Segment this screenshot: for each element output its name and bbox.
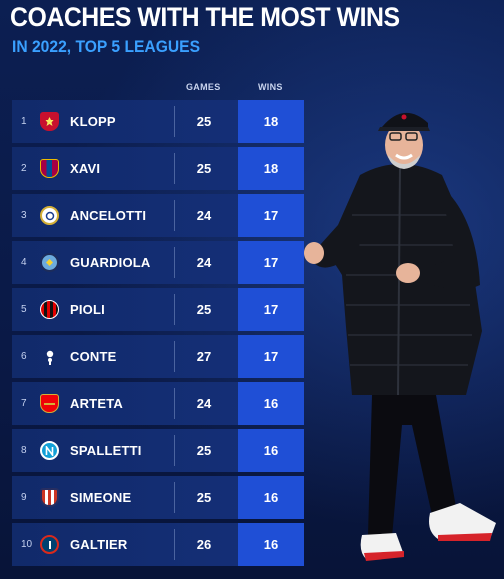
divider	[174, 200, 175, 231]
page-subtitle: IN 2022, TOP 5 LEAGUES	[12, 37, 201, 56]
games-value: 24	[196, 208, 212, 223]
coach-photo	[304, 112, 496, 561]
divider	[174, 435, 175, 466]
page-title: COACHES WITH THE MOST WINS	[10, 2, 400, 32]
rank: 2	[21, 163, 27, 174]
table-row: 7 ARTETA 24 16	[12, 382, 304, 425]
ac-milan-crest-icon	[40, 300, 59, 319]
wins-value: 17	[238, 194, 304, 237]
divider	[174, 341, 175, 372]
table-row: 8 SPALLETTI 25 16	[12, 429, 304, 472]
psg-crest-icon	[40, 535, 59, 554]
coach-name: CONTE	[70, 349, 117, 364]
real-madrid-crest-icon	[40, 206, 59, 225]
rank: 3	[21, 210, 27, 221]
games-value: 25	[196, 161, 212, 176]
arsenal-crest-icon	[40, 394, 59, 413]
table-row: 1 KLOPP 25 18	[12, 100, 304, 143]
coach-name: SIMEONE	[70, 490, 132, 505]
column-header-wins: WINS	[258, 82, 283, 92]
wins-value: 17	[238, 288, 304, 331]
divider	[174, 247, 175, 278]
games-value: 24	[196, 255, 212, 270]
table-row: 6 CONTE 27 17	[12, 335, 304, 378]
games-value: 27	[196, 349, 212, 364]
coaches-table: 1 KLOPP 25 18 2 XAVI 25 18 3 ANCELOTTI 2…	[12, 100, 304, 570]
wins-value: 18	[238, 147, 304, 190]
games-value: 26	[196, 537, 212, 552]
coach-name: PIOLI	[70, 302, 105, 317]
column-header-games: GAMES	[186, 82, 221, 92]
coach-name: SPALLETTI	[70, 443, 142, 458]
games-value: 25	[196, 114, 212, 129]
coach-name: ANCELOTTI	[70, 208, 147, 223]
wins-value: 17	[238, 241, 304, 284]
wins-value: 16	[238, 476, 304, 519]
napoli-crest-icon	[40, 441, 59, 460]
coach-name: GALTIER	[70, 537, 128, 552]
table-row: 4 GUARDIOLA 24 17	[12, 241, 304, 284]
tottenham-crest-icon	[40, 347, 59, 366]
wins-value: 17	[238, 335, 304, 378]
rank: 7	[21, 398, 27, 409]
coach-name: ARTETA	[70, 396, 123, 411]
table-row: 3 ANCELOTTI 24 17	[12, 194, 304, 237]
table-row: 2 XAVI 25 18	[12, 147, 304, 190]
games-value: 24	[196, 396, 212, 411]
divider	[174, 106, 175, 137]
rank: 5	[21, 304, 27, 315]
man-city-crest-icon	[40, 253, 59, 272]
wins-value: 16	[238, 429, 304, 472]
wins-value: 16	[238, 382, 304, 425]
divider	[174, 529, 175, 560]
divider	[174, 388, 175, 419]
atletico-crest-icon	[40, 488, 59, 507]
rank: 4	[21, 257, 27, 268]
coach-name: GUARDIOLA	[70, 255, 151, 270]
rank: 9	[21, 492, 27, 503]
games-value: 25	[196, 302, 212, 317]
coach-name: KLOPP	[70, 114, 116, 129]
coach-name: XAVI	[70, 161, 101, 176]
wins-value: 16	[238, 523, 304, 566]
divider	[174, 482, 175, 513]
rank: 1	[21, 116, 27, 127]
divider	[174, 153, 175, 184]
rank: 6	[21, 351, 27, 362]
games-value: 25	[196, 443, 212, 458]
liverpool-crest-icon	[40, 112, 59, 131]
games-value: 25	[196, 490, 212, 505]
table-row: 9 SIMEONE 25 16	[12, 476, 304, 519]
table-row: 5 PIOLI 25 17	[12, 288, 304, 331]
barcelona-crest-icon	[40, 159, 59, 178]
divider	[174, 294, 175, 325]
wins-value: 18	[238, 100, 304, 143]
table-row: 10 GALTIER 26 16	[12, 523, 304, 566]
rank: 8	[21, 445, 27, 456]
rank: 10	[21, 539, 33, 550]
